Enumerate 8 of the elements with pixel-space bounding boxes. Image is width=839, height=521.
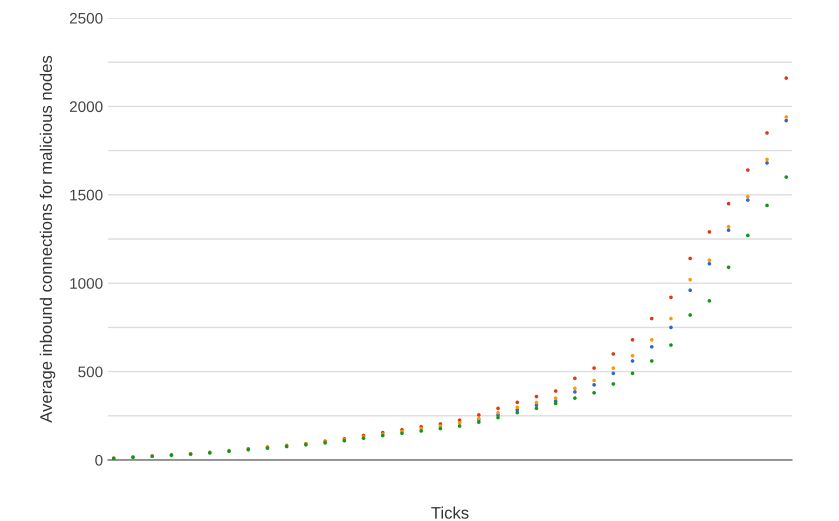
y-tick-label: 2000 [70,101,103,112]
y-tick-label: 1000 [70,278,103,289]
y-tick-label: 0 [95,454,103,466]
y-tick-label: 500 [78,366,103,378]
x-axis-title: Ticks [431,506,469,519]
y-tick-label: 2500 [70,12,103,24]
y-tick-label: 1500 [70,190,103,200]
y-axis-title: Average inbound connections for malicious nodes [40,56,56,423]
